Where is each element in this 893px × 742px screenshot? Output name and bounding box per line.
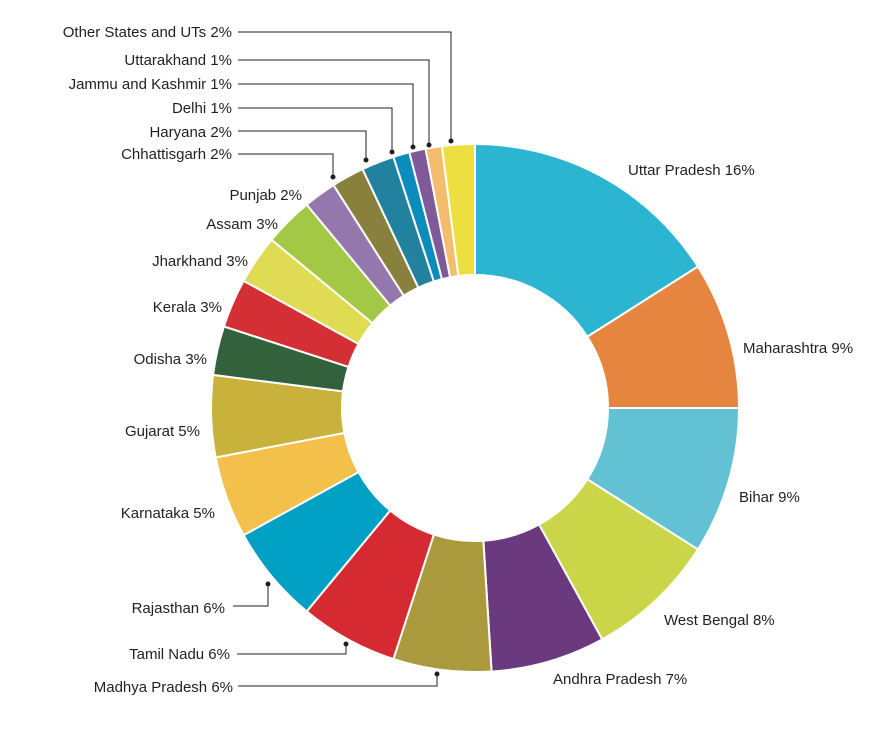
label-delhi: Delhi 1% [172, 100, 232, 117]
leader-dot-uttarakhand [426, 142, 432, 148]
label-kerala: Kerala 3% [153, 299, 222, 316]
leader-line-haryana [238, 130, 367, 160]
slices-layer [210, 142, 741, 673]
label-rajasthan: Rajasthan 6% [132, 600, 225, 617]
label-madhya-pradesh: Madhya Pradesh 6% [94, 679, 233, 696]
label-odisha: Odisha 3% [134, 351, 207, 368]
slice-other-states-and-uts [440, 142, 476, 278]
label-uttarakhand: Uttarakhand 1% [124, 52, 232, 69]
leader-line-chhattisgarh [238, 153, 334, 177]
leader-line-uttarakhand [238, 59, 430, 145]
leader-dot-chhattisgarh [330, 174, 336, 180]
label-tamil-nadu: Tamil Nadu 6% [129, 646, 230, 663]
label-assam: Assam 3% [206, 216, 278, 233]
leader-line-jammu-and-kashmir [238, 83, 414, 147]
leader-line-madhya-pradesh [238, 674, 438, 687]
leader-dot-other-states-and-uts [448, 138, 454, 144]
label-karnataka: Karnataka 5% [121, 505, 215, 522]
leader-dot-jammu-and-kashmir [410, 144, 416, 150]
leader-dot-haryana [363, 157, 369, 163]
leader-dot-delhi [389, 149, 395, 155]
leader-dot-tamil-nadu [343, 641, 349, 647]
leader-dot-rajasthan [265, 581, 271, 587]
label-uttar-pradesh: Uttar Pradesh 16% [628, 162, 755, 179]
leader-dot-madhya-pradesh [434, 671, 440, 677]
label-other-states-and-uts: Other States and UTs 2% [63, 24, 232, 41]
label-gujarat: Gujarat 5% [125, 423, 200, 440]
label-west-bengal: West Bengal 8% [664, 612, 775, 629]
label-maharashtra: Maharashtra 9% [743, 340, 853, 357]
leader-line-tamil-nadu [237, 644, 347, 655]
leader-lines [233, 31, 454, 687]
label-bihar: Bihar 9% [739, 489, 800, 506]
label-jharkhand: Jharkhand 3% [152, 253, 248, 270]
label-chhattisgarh: Chhattisgarh 2% [121, 146, 232, 163]
leader-line-delhi [238, 107, 393, 152]
leader-line-other-states-and-uts [238, 31, 452, 141]
leader-line-rajasthan [233, 584, 269, 607]
label-andhra-pradesh: Andhra Pradesh 7% [553, 671, 687, 688]
label-haryana: Haryana 2% [149, 124, 232, 141]
slice-uttar-pradesh [474, 142, 700, 339]
labels-layer: Uttar Pradesh 16% Maharashtra 9% Bihar 9… [63, 24, 853, 696]
label-punjab: Punjab 2% [229, 187, 302, 204]
label-jammu-and-kashmir: Jammu and Kashmir 1% [69, 76, 232, 93]
